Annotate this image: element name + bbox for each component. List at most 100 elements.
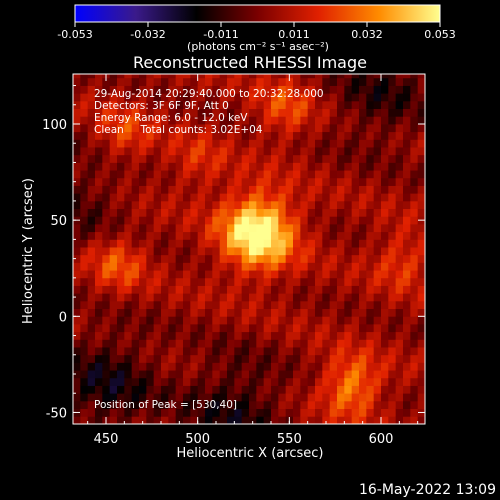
heatmap-cell [131, 293, 140, 302]
heatmap-cell [175, 147, 184, 156]
heatmap-cell [139, 408, 147, 417]
heatmap-cell [87, 124, 96, 133]
heatmap-cell [307, 362, 316, 371]
heatmap-cell [337, 400, 345, 410]
heatmap-cell [197, 370, 206, 379]
heatmap-cell [117, 147, 125, 156]
heatmap-cell [359, 377, 367, 386]
heatmap-cell [139, 347, 147, 356]
heatmap-cell [139, 208, 147, 217]
annotation-peak-position: Position of Peak = [530,40] [94, 399, 237, 411]
heatmap-cell [183, 154, 191, 163]
heatmap-cell [373, 139, 382, 148]
heatmap-cell [212, 347, 221, 356]
heatmap-cell [329, 100, 338, 110]
heatmap-cell [388, 308, 397, 317]
heatmap-cell [124, 239, 133, 248]
heatmap-cell [205, 277, 213, 286]
heatmap-cell [168, 162, 177, 171]
heatmap-cell [256, 408, 265, 417]
heatmap-cell [197, 239, 206, 248]
heatmap-cell [87, 408, 96, 417]
heatmap-cell [381, 208, 389, 217]
heatmap-cell [95, 293, 103, 302]
heatmap-cell [80, 239, 89, 248]
heatmap-cell [395, 347, 404, 356]
heatmap-cell [417, 147, 425, 156]
heatmap-cell [271, 393, 279, 402]
heatmap-cell [395, 74, 404, 79]
heatmap-cell [249, 270, 257, 279]
heatmap-cell [263, 262, 272, 271]
heatmap-cell [293, 154, 301, 163]
heatmap-cell [190, 231, 199, 240]
heatmap-cell [403, 239, 411, 248]
heatmap-cell [73, 224, 81, 233]
heatmap-cell [315, 285, 323, 294]
heatmap-cell [329, 216, 338, 225]
heatmap-cell [87, 247, 96, 256]
heatmap-cell [395, 270, 404, 279]
heatmap-cell [168, 177, 177, 186]
heatmap-cell [256, 385, 265, 394]
heatmap-cell [315, 162, 323, 171]
heatmap-cell [417, 108, 425, 117]
heatmap-cell [197, 293, 206, 302]
heatmap-cell [417, 362, 425, 371]
heatmap-cell [227, 147, 235, 156]
heatmap-cell [381, 85, 389, 94]
heatmap-cell [146, 408, 155, 417]
heatmap-cell [183, 316, 191, 325]
heatmap-cell [315, 74, 323, 79]
heatmap-cell [256, 254, 265, 263]
heatmap-cell [271, 124, 279, 133]
heatmap-cell [271, 100, 279, 110]
heatmap-cell [241, 239, 250, 248]
heatmap-cell [285, 316, 294, 325]
heatmap-cell [190, 216, 199, 225]
heatmap-cell [219, 331, 228, 340]
heatmap-cell [234, 154, 243, 163]
heatmap-cell [351, 93, 360, 102]
heatmap-cell [205, 231, 213, 240]
heatmap-cell [373, 77, 382, 86]
heatmap-cell [175, 331, 184, 340]
heatmap-cell [197, 362, 206, 371]
heatmap-cell [87, 393, 96, 402]
heatmap-cell [293, 385, 301, 394]
heatmap-cell [219, 300, 228, 310]
heatmap-cell [373, 131, 382, 140]
heatmap-cell [249, 331, 257, 340]
heatmap-cell [227, 293, 235, 302]
heatmap-cell [344, 254, 353, 263]
heatmap-cell [403, 139, 411, 148]
heatmap-cell [124, 177, 133, 186]
heatmap-cell [344, 170, 353, 179]
heatmap-cell [293, 77, 301, 86]
heatmap-cell [241, 162, 250, 171]
heatmap-cell [256, 124, 265, 133]
heatmap-cell [205, 177, 213, 186]
heatmap-cell [337, 377, 345, 386]
heatmap-cell [139, 385, 147, 394]
heatmap-cell [278, 316, 287, 325]
heatmap-cell [351, 385, 360, 394]
heatmap-cell [168, 347, 177, 356]
heatmap-cell [344, 339, 353, 348]
heatmap-cell [80, 347, 89, 356]
heatmap-cell [366, 170, 375, 179]
heatmap-cell [197, 193, 206, 202]
heatmap-cell [359, 339, 367, 348]
heatmap-cell [161, 416, 169, 424]
y-axis-label: Heliocentric Y (arcsec) [21, 178, 36, 324]
heatmap-cell [124, 200, 133, 210]
heatmap-cell [234, 139, 243, 148]
heatmap-cell [263, 393, 272, 402]
y-tick-label: -50 [46, 406, 67, 421]
heatmap-cell [139, 74, 147, 79]
heatmap-cell [300, 139, 309, 148]
heatmap-cell [219, 116, 228, 125]
heatmap-cell [197, 331, 206, 340]
heatmap-cell [322, 354, 331, 363]
heatmap-cell [87, 77, 96, 86]
